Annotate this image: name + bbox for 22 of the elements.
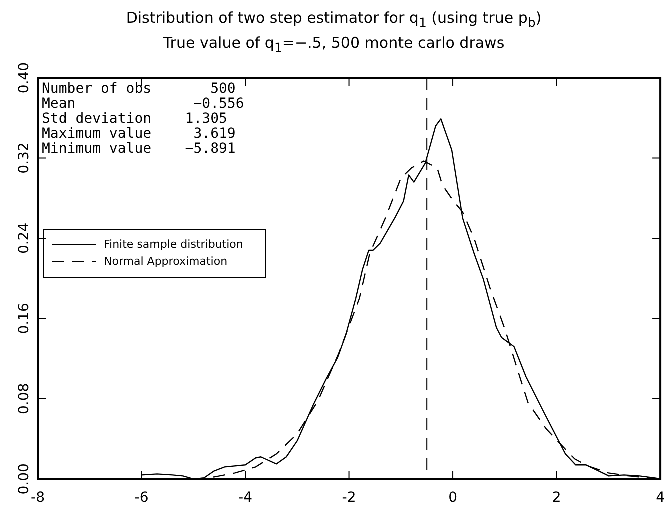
annotation: Maximum value 3.619 <box>42 126 237 142</box>
legend-label: Normal Approximation <box>104 254 228 268</box>
y-tick-label: 0.00 <box>16 464 33 495</box>
x-tick-label: 4 <box>656 490 666 506</box>
annotation: Std deviation 1.305 <box>42 111 228 127</box>
y-tick-label: 0.32 <box>16 142 33 174</box>
x-tick-label: -4 <box>238 490 253 506</box>
x-tick-label: 2 <box>552 490 562 506</box>
annotation: Minimum value −5.891 <box>42 141 237 157</box>
chart-subtitle: True value of q$_{1}$=−.5, 500 monte carlo draws <box>162 33 506 57</box>
y-tick-label: 0.08 <box>16 383 33 415</box>
legend-label: Finite sample distribution <box>104 238 244 251</box>
x-tick-label: -6 <box>134 490 149 506</box>
y-tick-label: 0.40 <box>16 62 33 94</box>
annotation: Mean −0.556 <box>42 96 244 112</box>
y-tick-label: 0.16 <box>16 303 33 334</box>
x-tick-label: -8 <box>31 490 45 506</box>
annotation: Number of obs 500 <box>42 81 237 97</box>
x-tick-label: -2 <box>342 490 356 506</box>
y-tick-label: 0.24 <box>16 222 33 254</box>
x-tick-label: 0 <box>448 490 458 506</box>
chart-title: Distribution of two step estimator for q$_{1}$ (using true p$_{b}$) <box>125 8 543 32</box>
